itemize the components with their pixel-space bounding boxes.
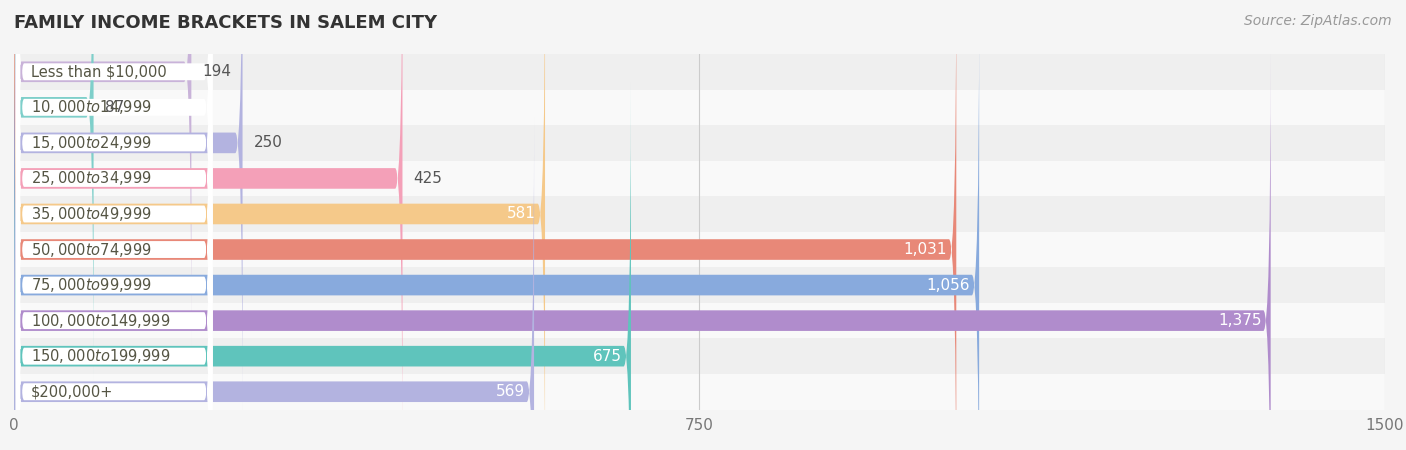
FancyBboxPatch shape [15,0,212,450]
Text: $100,000 to $149,999: $100,000 to $149,999 [31,311,170,329]
FancyBboxPatch shape [14,82,631,450]
Text: 425: 425 [413,171,443,186]
Text: Source: ZipAtlas.com: Source: ZipAtlas.com [1244,14,1392,27]
Text: 87: 87 [104,100,124,115]
Text: 675: 675 [593,349,621,364]
FancyBboxPatch shape [14,0,546,450]
FancyBboxPatch shape [14,0,402,450]
Text: 250: 250 [253,135,283,150]
FancyBboxPatch shape [15,9,212,450]
FancyBboxPatch shape [14,46,1271,450]
Text: 1,031: 1,031 [904,242,948,257]
Text: FAMILY INCOME BRACKETS IN SALEM CITY: FAMILY INCOME BRACKETS IN SALEM CITY [14,14,437,32]
FancyBboxPatch shape [15,0,212,450]
Bar [14,161,1385,196]
Text: 1,375: 1,375 [1218,313,1261,328]
Bar [14,125,1385,161]
Text: $15,000 to $24,999: $15,000 to $24,999 [31,134,152,152]
Bar [14,232,1385,267]
Text: $10,000 to $14,999: $10,000 to $14,999 [31,99,152,116]
Bar [14,267,1385,303]
Bar [14,54,1385,90]
Bar [14,374,1385,410]
FancyBboxPatch shape [15,0,212,450]
FancyBboxPatch shape [14,0,94,382]
Text: 1,056: 1,056 [927,278,970,292]
Text: Less than $10,000: Less than $10,000 [31,64,166,79]
Text: 194: 194 [202,64,232,79]
Text: $150,000 to $199,999: $150,000 to $199,999 [31,347,170,365]
FancyBboxPatch shape [14,11,979,450]
Text: $35,000 to $49,999: $35,000 to $49,999 [31,205,152,223]
FancyBboxPatch shape [15,0,212,419]
FancyBboxPatch shape [15,45,212,450]
Bar [14,196,1385,232]
FancyBboxPatch shape [14,0,191,346]
FancyBboxPatch shape [15,80,212,450]
FancyBboxPatch shape [14,117,534,450]
Text: $25,000 to $34,999: $25,000 to $34,999 [31,170,152,187]
Text: $200,000+: $200,000+ [31,384,112,399]
FancyBboxPatch shape [14,0,243,417]
Bar [14,90,1385,125]
Text: $50,000 to $74,999: $50,000 to $74,999 [31,240,152,258]
FancyBboxPatch shape [15,0,212,383]
Text: $75,000 to $99,999: $75,000 to $99,999 [31,276,152,294]
Bar [14,338,1385,374]
FancyBboxPatch shape [15,0,212,450]
Text: 569: 569 [496,384,524,399]
Bar [14,303,1385,338]
FancyBboxPatch shape [15,0,212,450]
FancyBboxPatch shape [14,0,956,450]
Text: 581: 581 [508,207,536,221]
